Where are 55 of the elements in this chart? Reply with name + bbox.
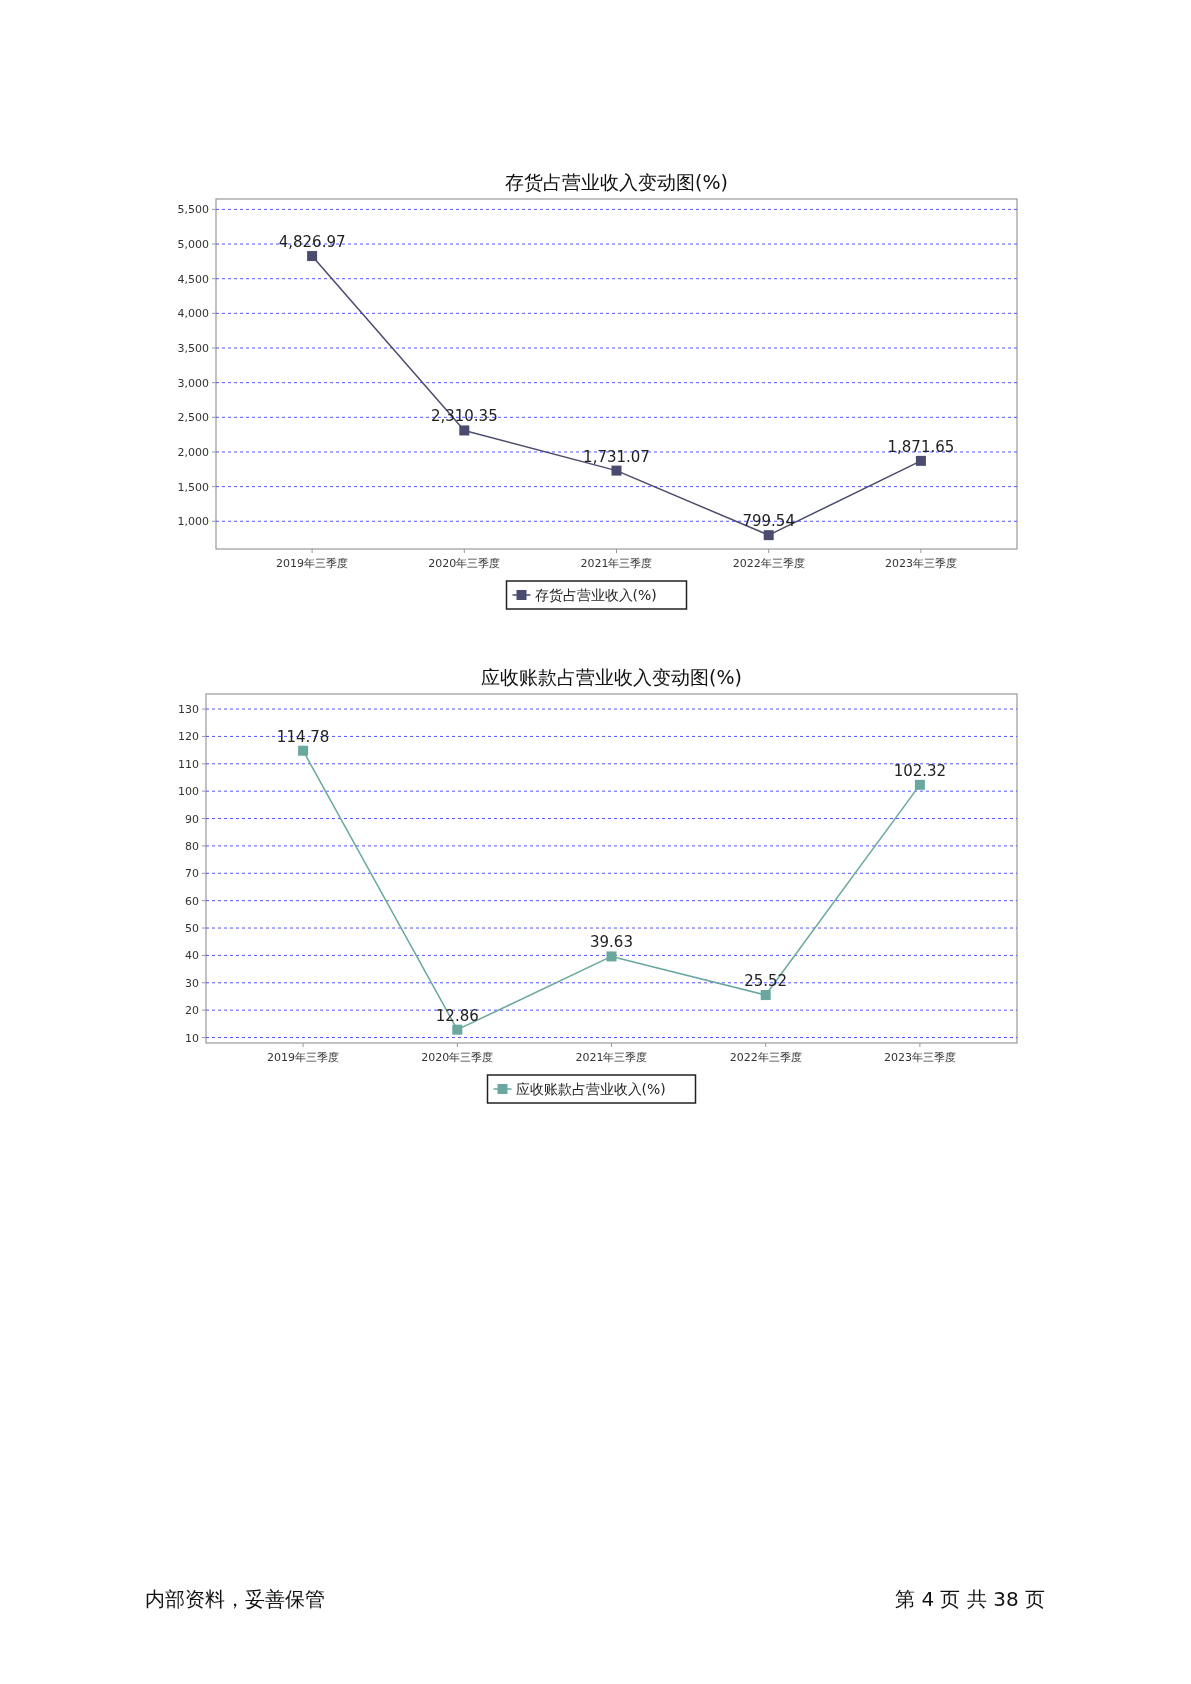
y-tick-label: 40 <box>185 949 199 963</box>
point <box>914 779 925 790</box>
y-tick-label: 2,500 <box>177 411 209 425</box>
x-tick-label: 2021年三季度 <box>575 1051 648 1064</box>
legend-label: 存货占营业收入(%) <box>534 587 657 603</box>
y-tick-label: 5,500 <box>177 203 209 217</box>
x-tick-label: 2020年三季度 <box>428 557 501 570</box>
y-tick-label: 110 <box>178 757 199 771</box>
y-tick-label: 5,000 <box>177 238 209 252</box>
y-tick-label: 3,500 <box>177 342 209 356</box>
y-tick-label: 120 <box>178 730 199 744</box>
point <box>763 530 774 541</box>
text: 第 4 页 共 38 页 <box>895 1587 1045 1611</box>
y-tick-label: 1,000 <box>177 515 209 529</box>
chart-title: 存货占营业收入变动图(%) <box>505 171 728 193</box>
y-tick-label: 100 <box>178 785 199 799</box>
y-tick-label: 1,500 <box>177 480 209 494</box>
point <box>611 465 622 476</box>
text: 内部资料，妥善保管 <box>145 1587 325 1611</box>
y-tick-label: 80 <box>185 839 199 853</box>
point <box>459 425 470 436</box>
point <box>760 990 771 1001</box>
x-tick-label: 2019年三季度 <box>267 1051 340 1064</box>
y-tick-label: 20 <box>185 1004 199 1018</box>
legend-label: 应收账款占营业收入(%) <box>515 1081 666 1097</box>
data-label: 1,871.65 <box>887 437 955 456</box>
data-label: 1,731.07 <box>583 447 650 466</box>
x-tick-label: 2020年三季度 <box>421 1051 494 1064</box>
y-tick-label: 4,000 <box>177 307 209 321</box>
y-tick-label: 60 <box>185 894 199 908</box>
y-tick-label: 130 <box>178 703 199 717</box>
x-tick-label: 2023年三季度 <box>883 1051 956 1064</box>
x-tick-label: 2022年三季度 <box>732 557 805 570</box>
y-tick-label: 4,500 <box>177 272 209 286</box>
point <box>606 951 617 962</box>
data-label: 4,826.97 <box>278 233 346 252</box>
point <box>298 745 309 756</box>
point <box>307 251 318 262</box>
y-tick-label: 70 <box>185 867 199 881</box>
y-tick-label: 10 <box>185 1031 199 1045</box>
data-label: 114.78 <box>276 727 330 746</box>
x-tick-label: 2023年三季度 <box>884 557 957 570</box>
data-label: 102.32 <box>893 761 947 780</box>
data-label: 39.63 <box>590 933 633 952</box>
x-tick-label: 2019年三季度 <box>276 557 349 570</box>
chart-title: 应收账款占营业收入变动图(%) <box>481 666 742 688</box>
y-tick-label: 3,000 <box>177 376 209 390</box>
y-tick-label: 30 <box>185 976 199 990</box>
point <box>452 1024 463 1035</box>
y-tick-label: 90 <box>185 812 199 826</box>
y-tick-label: 50 <box>185 922 199 936</box>
y-tick-label: 2,000 <box>177 445 209 459</box>
x-tick-label: 2022年三季度 <box>729 1051 802 1064</box>
point <box>915 455 926 466</box>
x-tick-label: 2021年三季度 <box>580 557 653 570</box>
